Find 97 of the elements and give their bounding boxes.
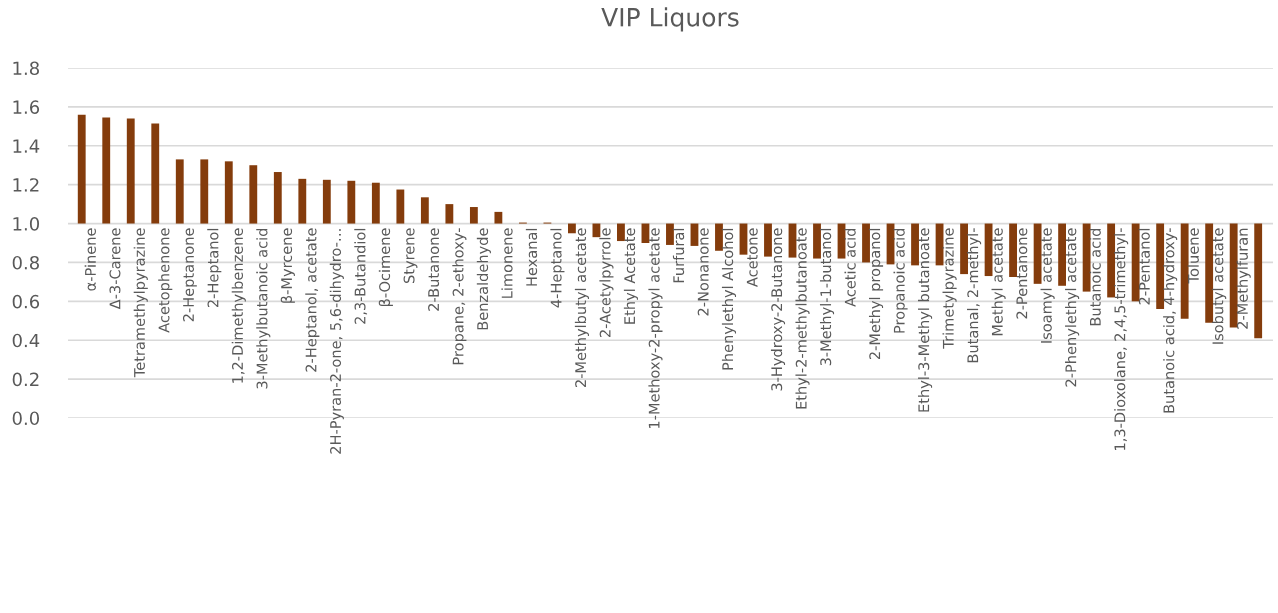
x-tick-label: Furfural (672, 228, 685, 283)
bar (1205, 223, 1214, 323)
x-tick-label: 2-Heptanone (182, 228, 197, 322)
bar (175, 159, 184, 224)
bar (1033, 223, 1042, 284)
bar (420, 197, 429, 224)
x-tick-label: Isoamyl acetate (1040, 228, 1055, 343)
bar (224, 161, 233, 224)
x-tick-label: Butanoic acid, 4-hydroxy- (1163, 228, 1178, 413)
bar (77, 114, 86, 224)
y-tick-label: 1.2 (13, 178, 39, 192)
x-tick-label: Butanoic acid (1089, 228, 1101, 326)
bar (322, 179, 331, 224)
x-tick-label: 2-Nonanone (697, 228, 709, 316)
x-tick-label: Acetic acid (844, 228, 856, 307)
x-tick-label: Hexanal (525, 228, 538, 286)
x-tick-label: 2-Acetylpyrrole (599, 228, 614, 338)
bar (102, 117, 111, 224)
bar (715, 223, 723, 251)
bar (1180, 223, 1189, 319)
x-tick-label: Trimetylpyrazine (942, 228, 957, 349)
x-tick-label: Styrene (403, 228, 418, 284)
bar (960, 223, 968, 275)
x-tick-label: 2-Phenylethyl acetate (1065, 228, 1080, 387)
bar (445, 204, 454, 224)
bar (151, 123, 160, 224)
bar (200, 159, 209, 224)
x-tick-label: 3-Methyl-1-butanol (819, 228, 835, 366)
x-tick-label: Propanoic acid (893, 228, 908, 333)
bar (1107, 223, 1116, 298)
x-tick-label: Benzaldehyde (476, 228, 491, 330)
bar (862, 223, 870, 263)
x-tick-label: Isobutyl acetate (1212, 228, 1227, 344)
chart-title: VIP Liquors (601, 7, 739, 32)
x-tick-label: Limonene (501, 228, 513, 298)
x-tick-label: 2-Heptanol (207, 228, 222, 308)
x-tick-label: Methyl acetate (991, 228, 1006, 336)
x-tick-label: 2-Methylbutyl acetate (574, 228, 589, 388)
x-tick-label: 4-Heptanol (550, 228, 565, 308)
x-tick-label: Δ-3-Carene (109, 228, 121, 310)
x-tick-label: Ethyl-3-Methyl butanoate (917, 228, 933, 412)
bar (813, 223, 821, 259)
x-tick-label: 3-Hydroxy-2-Butanone (770, 228, 786, 391)
bar (371, 182, 380, 224)
x-tick-label: 2,3-Butandiol (354, 228, 368, 324)
x-tick-label: Toluene (1187, 228, 1199, 284)
x-tick-label: 1,2-Dimethylbenzene (231, 228, 246, 383)
y-tick-label: 1.0 (13, 217, 40, 231)
bar (494, 211, 503, 224)
bar (911, 223, 919, 266)
bar (1082, 223, 1091, 292)
bar (273, 172, 282, 224)
y-tick-label: 0.0 (12, 411, 40, 426)
bar (1229, 223, 1238, 328)
x-tick-label: Acetophenone (158, 228, 173, 333)
x-tick-label: Tetramethylpyrazine (133, 228, 148, 378)
x-tick-label: Propane, 2-ethoxy- (452, 228, 467, 365)
x-tick-label: Butanal, 2-methyl- (967, 228, 982, 363)
x-tick-label: 2-Butanone (428, 228, 440, 311)
bar (298, 178, 307, 224)
y-tick-label: 0.8 (12, 255, 39, 270)
bar (567, 223, 576, 234)
x-tick-label: Phenylethyl Alcohol (721, 228, 737, 370)
x-tick-label: 2-Pentanone (1016, 228, 1028, 319)
bar (1058, 223, 1067, 286)
bar (469, 207, 478, 224)
bar (1009, 223, 1018, 278)
y-tick-label: 0.2 (12, 372, 39, 387)
x-tick-label: 2H-Pyran-2-one, 5,6-dihydro-… (329, 229, 344, 454)
bar (666, 223, 674, 245)
y-tick-label: 1.8 (13, 61, 39, 76)
bar (617, 223, 625, 242)
x-tick-label: Acetone (746, 228, 758, 288)
bar (347, 180, 356, 224)
bar (1131, 223, 1140, 302)
bar (126, 118, 135, 224)
x-tick-label: 1,3-Dioxolane, 2,4,5-trimethyl- (1114, 228, 1129, 450)
y-tick-label: 0.6 (12, 294, 40, 309)
x-tick-label: Ethyl-2-methylbutanoate (795, 228, 810, 409)
x-tick-label: 2-Methylfuran (1236, 228, 1251, 329)
x-tick-label: 1-Methoxy-2-propyl acetate (648, 228, 663, 428)
x-tick-label: 2-Heptanol, acetate (305, 228, 320, 372)
bar (1156, 223, 1165, 310)
bar (1254, 223, 1263, 339)
x-tick-label: Ethyl Acetate (623, 228, 638, 324)
x-tick-label: β-Ocimene (378, 228, 393, 307)
x-tick-label: 2-Methyl propanol (868, 228, 884, 360)
y-tick-label: 1.6 (13, 100, 40, 115)
y-tick-label: 1.4 (13, 139, 40, 153)
x-tick-label: 3-Methylbutanoic acid (256, 228, 271, 389)
y-tick-label: 0.4 (12, 333, 40, 348)
bar (396, 189, 405, 224)
x-tick-label: α-Pinene (84, 228, 96, 291)
bar (249, 165, 258, 224)
bar (764, 223, 772, 257)
x-tick-label: 2-Pentanol (1138, 228, 1150, 305)
x-tick-label: β-Myrcene (280, 228, 295, 303)
